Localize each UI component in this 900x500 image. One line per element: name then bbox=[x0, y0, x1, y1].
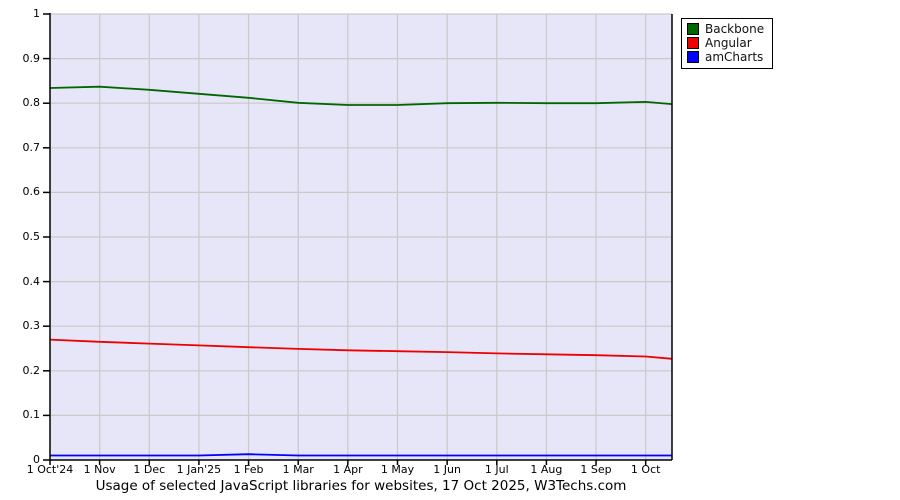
legend-label-angular: Angular bbox=[705, 36, 752, 50]
series-line-amcharts bbox=[50, 453, 672, 457]
legend-item-angular: Angular bbox=[687, 36, 764, 50]
series-line-angular bbox=[49, 338, 673, 360]
backbone-color-swatch bbox=[687, 23, 699, 35]
x-axis-label: 1 Aug bbox=[530, 463, 563, 476]
x-axis-label: 1 Apr bbox=[333, 463, 363, 476]
x-axis-label: 1 Sep bbox=[580, 463, 612, 476]
y-axis-label: 0.4 bbox=[22, 274, 41, 288]
x-axis-label: 1 Oct'24 bbox=[26, 463, 74, 476]
legend-label-amcharts: amCharts bbox=[705, 50, 764, 64]
y-axis-label: 0.7 bbox=[22, 140, 41, 154]
x-axis-label: 1 Dec bbox=[133, 463, 166, 476]
y-axis-label: 0 bbox=[33, 453, 40, 466]
x-axis-label: 1 Oct bbox=[630, 463, 661, 476]
legend-item-backbone: Backbone bbox=[687, 22, 764, 36]
y-axis-label: 0.8 bbox=[22, 96, 41, 110]
x-axis-label: 1 Jan'25 bbox=[176, 463, 222, 476]
chart-title: Usage of selected JavaScript libraries f… bbox=[95, 478, 627, 494]
y-axis-label: 0.5 bbox=[22, 230, 41, 243]
y-axis-label: 0.2 bbox=[22, 363, 41, 377]
series-line-backbone bbox=[49, 85, 673, 106]
x-axis-label: 1 Jul bbox=[484, 463, 509, 476]
x-axis-label: 1 Mar bbox=[282, 463, 314, 476]
y-axis-label: 0.3 bbox=[22, 319, 41, 333]
y-axis-label: 0.1 bbox=[22, 408, 41, 422]
legend-label-backbone: Backbone bbox=[705, 22, 765, 36]
x-axis-label: 1 May bbox=[380, 463, 415, 476]
amcharts-color-swatch bbox=[687, 51, 699, 63]
legend-item-amcharts: amCharts bbox=[687, 50, 764, 64]
y-axis-label: 1 bbox=[33, 7, 40, 20]
x-axis-label: 1 Jun bbox=[433, 463, 461, 476]
angular-color-swatch bbox=[687, 37, 699, 49]
y-axis-label: 0.6 bbox=[22, 185, 41, 199]
chart-legend: Backbone Angular amCharts bbox=[681, 18, 774, 69]
x-axis-label: 1 Feb bbox=[233, 463, 264, 476]
x-axis-label: 1 Nov bbox=[83, 463, 116, 476]
y-axis-label: 0.9 bbox=[22, 51, 41, 65]
